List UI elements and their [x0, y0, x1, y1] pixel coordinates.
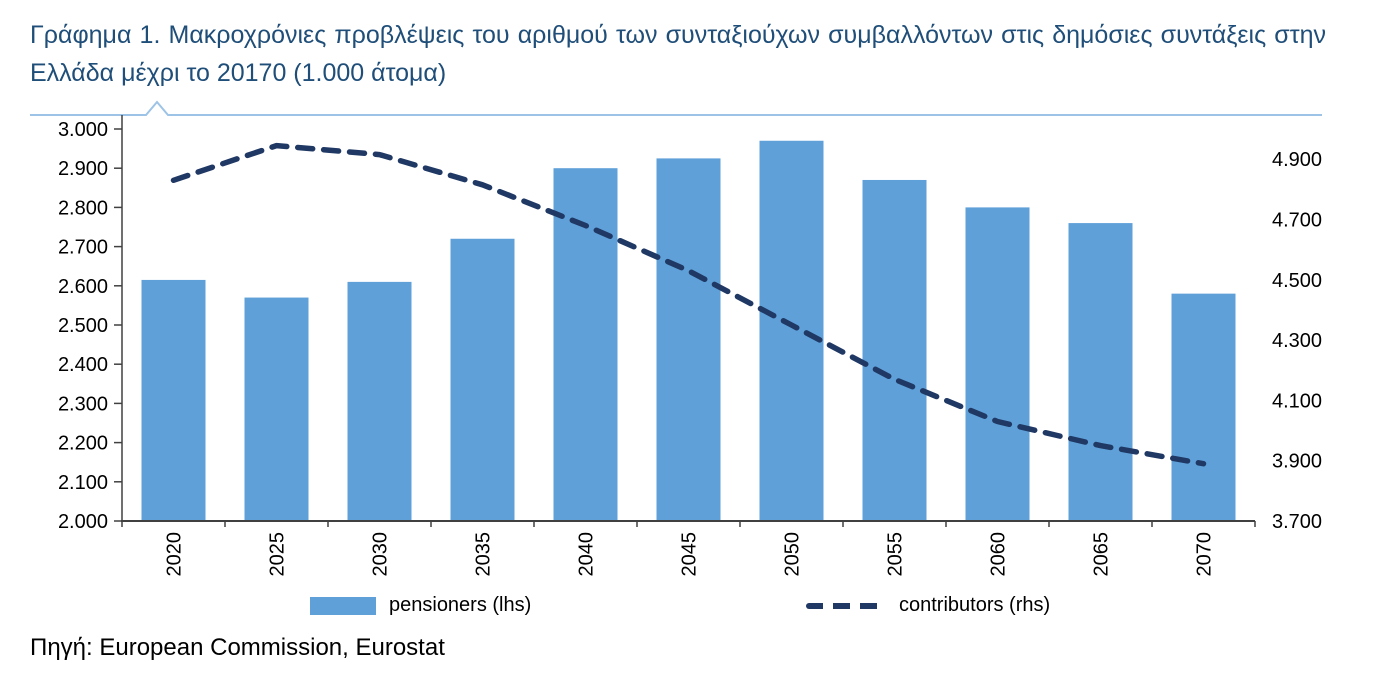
legend-dashed-line-swatch-icon: [806, 602, 886, 609]
source-note: Πηγή: European Commission, Eurostat: [30, 634, 445, 661]
svg-text:4.100: 4.100: [1272, 390, 1322, 412]
svg-text:2045: 2045: [679, 532, 701, 577]
svg-text:2020: 2020: [164, 532, 186, 577]
legend-label-pensioners: pensioners (lhs): [389, 594, 532, 616]
svg-text:3.900: 3.900: [1272, 451, 1322, 473]
legend-label-contributors: contributors (rhs): [899, 594, 1051, 616]
svg-text:2055: 2055: [885, 532, 907, 577]
svg-text:2.500: 2.500: [58, 315, 108, 337]
svg-text:4.900: 4.900: [1272, 149, 1322, 171]
legend-bar-swatch-icon: [310, 596, 376, 615]
svg-text:2060: 2060: [988, 532, 1010, 577]
svg-text:2.300: 2.300: [58, 393, 108, 415]
svg-text:2070: 2070: [1194, 532, 1216, 577]
svg-text:2025: 2025: [267, 532, 289, 577]
svg-text:2030: 2030: [370, 532, 392, 577]
svg-text:2.000: 2.000: [58, 511, 108, 533]
svg-text:2.100: 2.100: [58, 472, 108, 494]
svg-text:2.600: 2.600: [58, 276, 108, 298]
chart-legend: pensioners (lhs) contributors (rhs): [0, 594, 1389, 624]
svg-text:4.700: 4.700: [1272, 209, 1322, 231]
svg-text:3.000: 3.000: [58, 119, 108, 141]
svg-text:4.300: 4.300: [1272, 330, 1322, 352]
svg-text:2.800: 2.800: [58, 197, 108, 219]
svg-text:2050: 2050: [782, 532, 804, 577]
svg-text:2040: 2040: [576, 532, 598, 577]
legend-item-contributors: contributors (rhs): [806, 594, 1050, 617]
chart-title: Γράφημα 1. Μακροχρόνιες προβλέψεις του α…: [30, 21, 1326, 87]
svg-text:2.200: 2.200: [58, 433, 108, 455]
svg-text:2.900: 2.900: [58, 158, 108, 180]
svg-text:3.700: 3.700: [1272, 511, 1322, 533]
legend-item-pensioners: pensioners (lhs): [310, 594, 531, 617]
svg-text:2.700: 2.700: [58, 237, 108, 259]
svg-text:2035: 2035: [473, 532, 495, 577]
svg-text:2.400: 2.400: [58, 354, 108, 376]
svg-text:4.500: 4.500: [1272, 270, 1322, 292]
svg-text:2065: 2065: [1091, 532, 1113, 577]
chart-canvas: 2.000 2.100 2.200 2.300 2.400 2.500 2.600 2.700…: [30, 100, 1322, 577]
